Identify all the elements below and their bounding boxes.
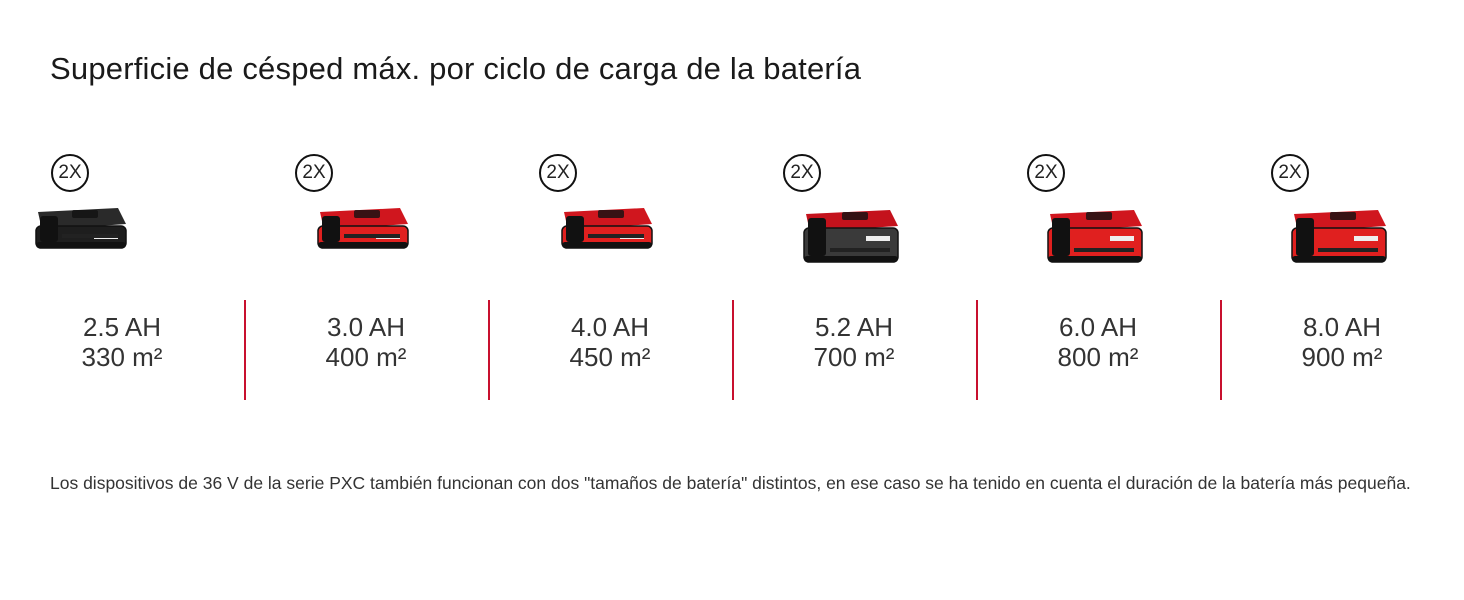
quantity-label: 2X <box>302 162 326 183</box>
quantity-badge: 2X <box>51 154 89 192</box>
battery-values: 6.0 AH 800 m² <box>976 312 1220 372</box>
battery-icon <box>803 210 899 263</box>
area-label: 800 m² <box>1057 342 1139 372</box>
battery-column: 2X 3.0 AH 400 m² <box>244 150 488 410</box>
quantity-label: 2X <box>790 162 814 183</box>
column-divider <box>488 300 490 400</box>
quantity-badge: 2X <box>783 154 821 192</box>
area-label: 450 m² <box>569 342 651 372</box>
area-label: 400 m² <box>325 342 407 372</box>
column-divider <box>732 300 734 400</box>
quantity-badge: 2X <box>539 154 577 192</box>
quantity-label: 2X <box>1278 162 1302 183</box>
battery-column: 2X 2.5 AH 330 m² <box>0 150 244 410</box>
quantity-badge: 2X <box>295 154 333 192</box>
battery-icon <box>561 208 653 249</box>
battery-icon <box>35 208 127 249</box>
battery-icon <box>1291 210 1387 263</box>
battery-icon <box>1047 210 1143 263</box>
quantity-label: 2X <box>58 162 82 183</box>
column-divider <box>244 300 246 400</box>
quantity-badge: 2X <box>1271 154 1309 192</box>
capacity-label: 6.0 AH <box>1058 312 1138 342</box>
quantity-badge: 2X <box>1027 154 1065 192</box>
battery-comparison: 2X 2.5 AH 330 m² 2X 3.0 AH <box>0 150 1464 410</box>
battery-column: 2X 6.0 AH 800 m² <box>976 150 1220 410</box>
capacity-label: 2.5 AH <box>82 312 162 342</box>
battery-values: 8.0 AH 900 m² <box>1220 312 1464 372</box>
capacity-label: 8.0 AH <box>1302 312 1382 342</box>
battery-column: 2X 4.0 AH 450 m² <box>488 150 732 410</box>
area-label: 700 m² <box>813 342 895 372</box>
capacity-label: 5.2 AH <box>814 312 894 342</box>
battery-values: 2.5 AH 330 m² <box>0 312 244 372</box>
area-label: 330 m² <box>81 342 163 372</box>
column-divider <box>1220 300 1222 400</box>
battery-column: 2X 5.2 AH 700 m² <box>732 150 976 410</box>
battery-icon <box>317 208 409 249</box>
area-label: 900 m² <box>1301 342 1383 372</box>
footnote: Los dispositivos de 36 V de la serie PXC… <box>50 472 1411 493</box>
battery-values: 4.0 AH 450 m² <box>488 312 732 372</box>
battery-values: 3.0 AH 400 m² <box>244 312 488 372</box>
capacity-label: 4.0 AH <box>570 312 650 342</box>
capacity-label: 3.0 AH <box>326 312 406 342</box>
column-divider <box>976 300 978 400</box>
quantity-label: 2X <box>546 162 570 183</box>
quantity-label: 2X <box>1034 162 1058 183</box>
battery-values: 5.2 AH 700 m² <box>732 312 976 372</box>
battery-column: 2X 8.0 AH 900 m² <box>1220 150 1464 410</box>
page-title: Superficie de césped máx. por ciclo de c… <box>50 50 862 86</box>
